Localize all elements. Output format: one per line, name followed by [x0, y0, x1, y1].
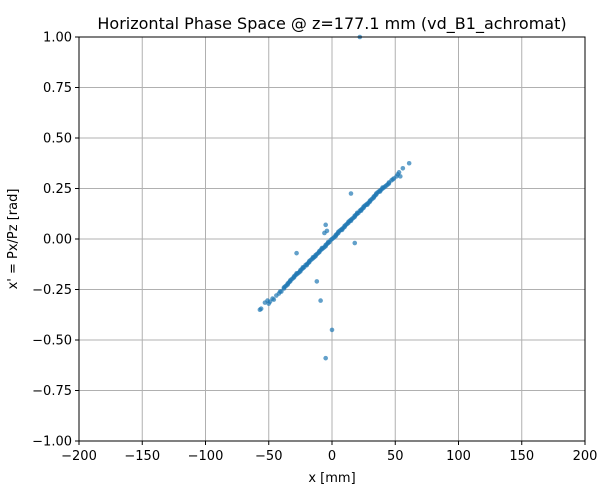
y-tick-label: 0.50 — [43, 132, 72, 147]
data-point — [329, 327, 335, 333]
x-tick-label: 100 — [446, 449, 471, 464]
data-point — [346, 219, 351, 225]
data-point — [319, 245, 325, 251]
data-point — [324, 228, 330, 234]
data-point — [291, 274, 297, 279]
data-point — [294, 271, 299, 276]
data-point — [317, 248, 322, 254]
x-tick-label: −50 — [255, 449, 282, 464]
data-point — [355, 210, 360, 216]
data-point — [281, 285, 287, 290]
data-point — [398, 174, 403, 179]
data-point — [267, 299, 273, 304]
x-tick-label: 150 — [509, 449, 534, 464]
data-point — [339, 227, 345, 233]
chart-title: Horizontal Phase Space @ z=177.1 mm (vd_… — [97, 14, 566, 34]
data-point — [323, 222, 328, 228]
y-tick-label: −0.50 — [32, 334, 72, 349]
data-point — [396, 170, 402, 175]
x-tick-label: −150 — [124, 449, 160, 464]
y-tick-label: −0.25 — [32, 283, 72, 298]
data-point — [380, 185, 385, 190]
x-tick-label: 200 — [573, 449, 598, 464]
x-tick-label: −100 — [188, 449, 224, 464]
data-point — [348, 191, 354, 196]
x-tick-label: 0 — [328, 449, 336, 464]
data-point — [298, 269, 303, 274]
data-point — [306, 258, 312, 264]
x-axis-title: x [mm] — [308, 471, 355, 486]
data-point — [279, 289, 284, 294]
y-axis-ticks: −1.00 −0.75 −0.50 −0.25 0.00 0.25 0.50 0.75 1.00 — [32, 31, 79, 450]
data-point — [365, 202, 370, 207]
data-point — [367, 199, 373, 204]
y-axis-title: x' = Px/Pz [rad] — [6, 189, 21, 290]
x-axis-ticks: −200 −150 −100 −50 0 50 100 150 200 — [61, 441, 597, 464]
data-point — [304, 262, 310, 268]
data-point — [400, 166, 406, 171]
data-point — [352, 240, 358, 246]
data-point — [352, 214, 358, 220]
data-point — [406, 160, 412, 166]
data-point — [323, 355, 328, 361]
data-point — [384, 183, 389, 188]
data-point — [325, 239, 331, 245]
data-point — [342, 224, 347, 230]
data-point — [313, 253, 318, 259]
data-points — [257, 34, 412, 361]
data-point — [294, 250, 299, 256]
data-point — [390, 177, 396, 182]
data-point — [377, 189, 383, 194]
y-tick-label: −1.00 — [32, 435, 72, 450]
data-point — [258, 306, 264, 311]
y-tick-label: 0.75 — [43, 81, 72, 96]
data-point — [271, 297, 277, 302]
x-tick-label: 50 — [387, 449, 404, 464]
data-point — [358, 208, 364, 214]
data-point — [333, 233, 339, 239]
data-point — [361, 204, 366, 209]
y-tick-label: −0.75 — [32, 384, 72, 399]
y-tick-label: 1.00 — [43, 31, 72, 46]
data-point — [318, 298, 323, 303]
data-point — [323, 243, 328, 249]
data-point — [336, 229, 341, 235]
x-tick-label: −200 — [61, 449, 97, 464]
y-tick-label: 0.00 — [43, 233, 72, 248]
data-point — [373, 191, 379, 196]
data-point — [285, 282, 291, 287]
y-tick-label: 0.25 — [43, 182, 72, 197]
data-point — [314, 279, 320, 284]
data-point — [287, 278, 293, 283]
data-point — [300, 264, 306, 270]
data-point — [371, 195, 377, 200]
